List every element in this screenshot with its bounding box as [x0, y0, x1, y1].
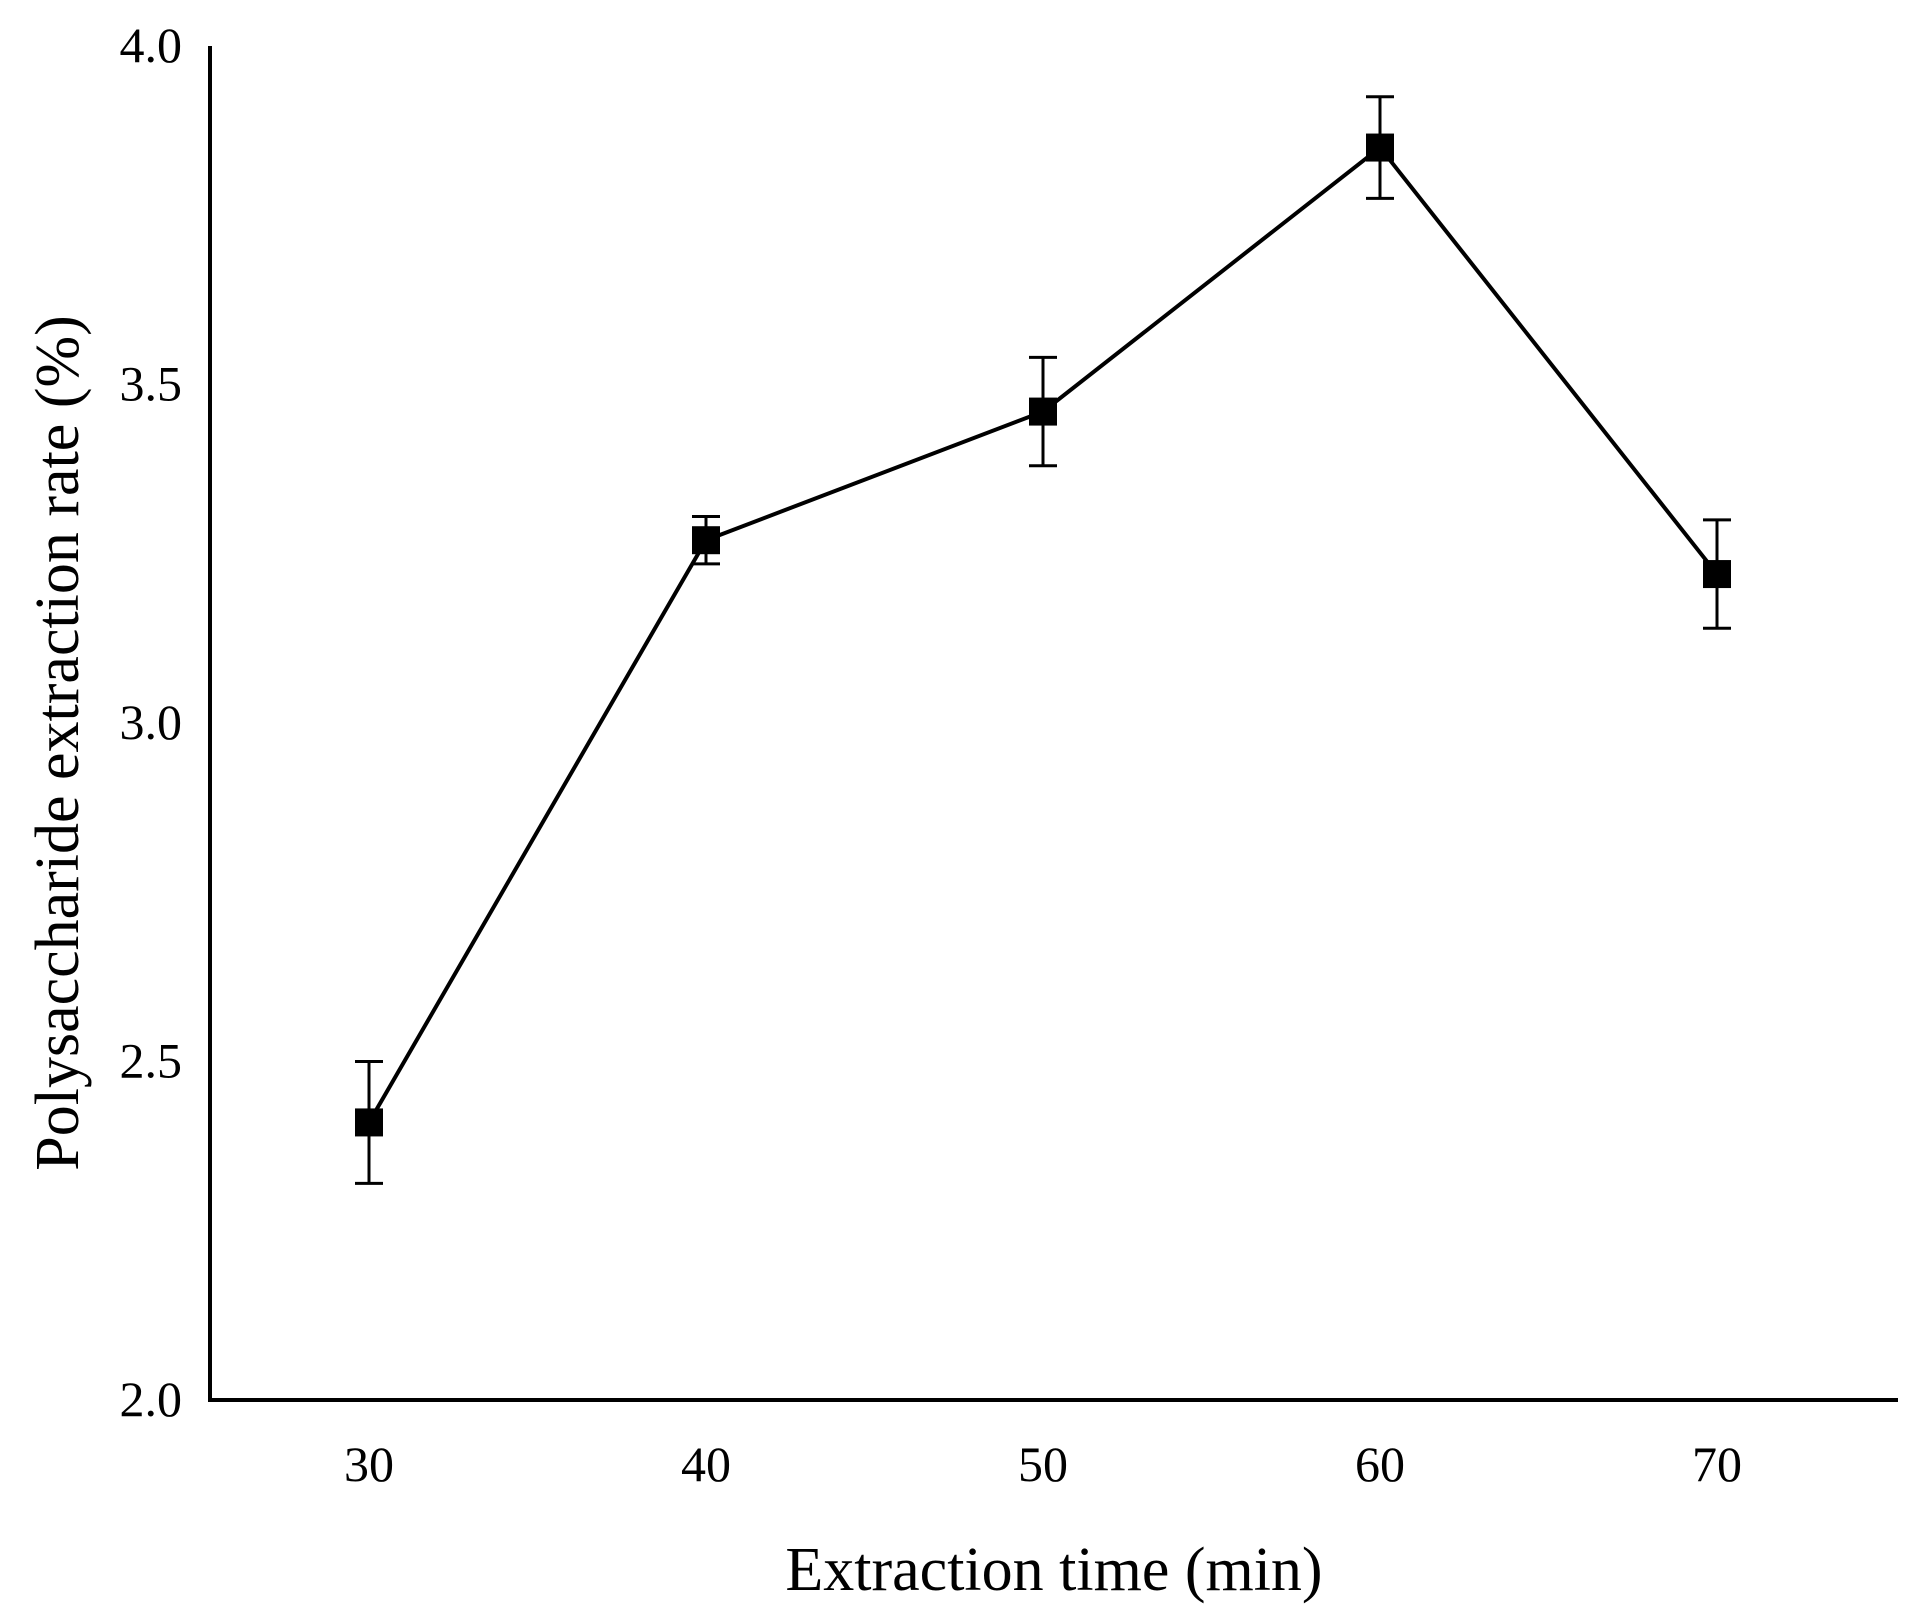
y-tick-label: 2.5 — [120, 1033, 183, 1089]
series-line — [367, 144, 1719, 1124]
x-tick-label: 50 — [1018, 1436, 1068, 1492]
y-axis-title: Polysaccharide extraction rate (%) — [24, 315, 92, 1171]
error-bars — [355, 95, 1731, 1185]
data-marker — [355, 1108, 383, 1137]
data-marker — [1029, 397, 1057, 426]
y-tick-label: 3.5 — [120, 356, 183, 412]
data-marker — [1703, 560, 1731, 589]
y-tick-label: 3.0 — [120, 694, 183, 750]
y-tick-label: 2.0 — [120, 1371, 183, 1427]
y-tick-label: 4.0 — [120, 17, 183, 73]
x-axis-title: Extraction time (min) — [785, 1536, 1322, 1604]
data-marker — [1366, 133, 1394, 162]
data-marker — [692, 526, 720, 555]
data-markers — [355, 133, 1731, 1137]
x-tick-label: 60 — [1355, 1436, 1405, 1492]
axes — [208, 46, 1898, 1402]
x-tick-labels: 30 40 50 60 70 — [344, 1436, 1742, 1492]
y-tick-labels: 2.0 2.5 3.0 3.5 4.0 — [120, 17, 183, 1427]
x-tick-label: 40 — [681, 1436, 731, 1492]
x-tick-label: 70 — [1692, 1436, 1742, 1492]
x-tick-label: 30 — [344, 1436, 394, 1492]
